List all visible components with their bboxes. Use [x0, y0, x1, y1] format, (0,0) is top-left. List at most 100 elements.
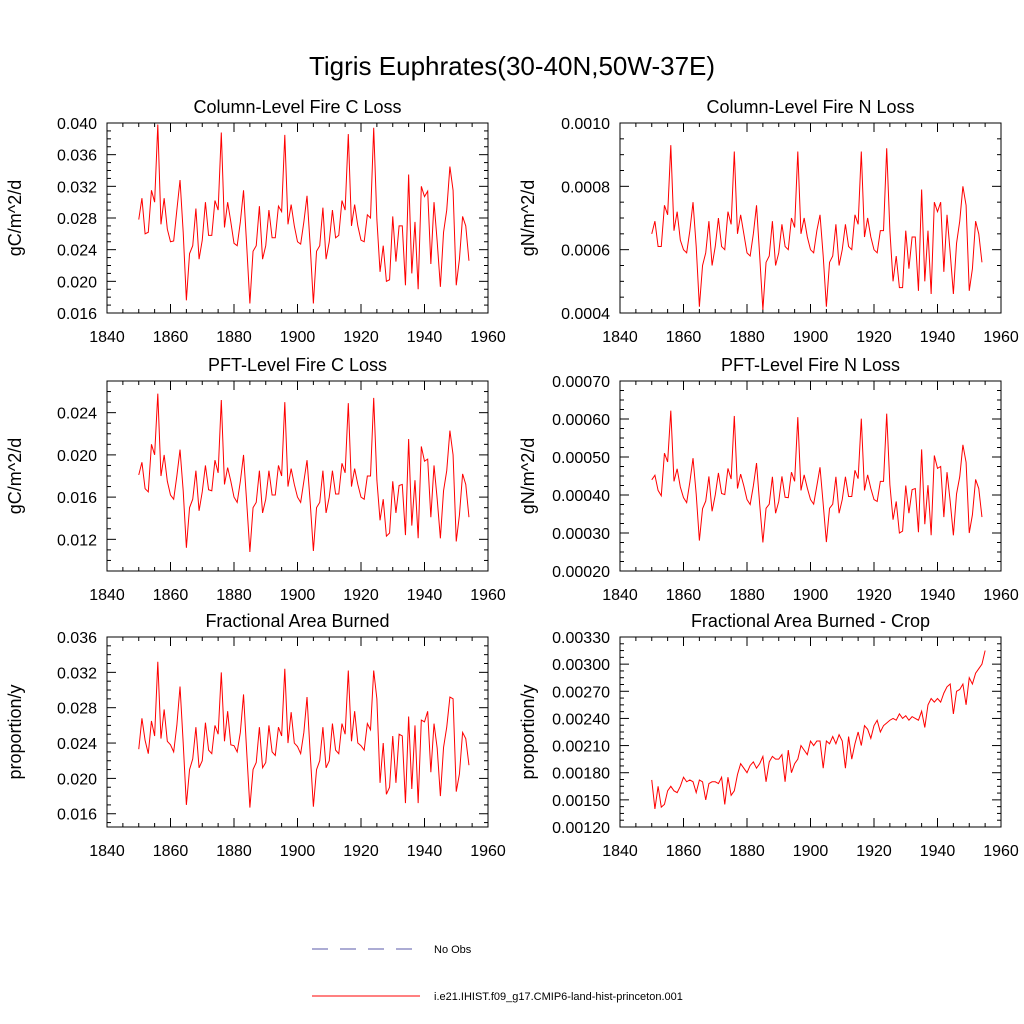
- y-tick-label: 0.036: [57, 630, 97, 647]
- panel-1-ylabel: gC/m^2/d: [5, 180, 25, 256]
- panel-6: Fractional Area Burned - Crop proportion/…: [518, 611, 1019, 860]
- panel-5-series-line: [138, 661, 470, 808]
- x-tick-label: 1900: [793, 329, 829, 346]
- x-tick-label: 1960: [470, 587, 506, 604]
- panel-6-series-line: [651, 650, 986, 809]
- y-tick-label: 0.00060: [552, 412, 610, 429]
- x-tick-label: 1860: [153, 329, 189, 346]
- x-tick-label: 1940: [920, 587, 956, 604]
- panel-5-ylabel: proportion/y: [5, 684, 25, 779]
- panel-6-ylabel: proportion/y: [518, 684, 538, 779]
- y-tick-label: 0.0006: [561, 243, 610, 260]
- x-tick-label: 1840: [602, 843, 638, 860]
- panel-1: Column-Level Fire C Loss gC/m^2/d 1840 1860…: [5, 97, 506, 346]
- x-tick-label: 1840: [89, 587, 125, 604]
- x-tick-label: 1920: [343, 843, 379, 860]
- y-tick-label: 0.00040: [552, 488, 610, 505]
- panel-4: PFT-Level Fire N Loss gN/m^2/d 1840 1860 188…: [518, 355, 1019, 604]
- x-tick-label: 1860: [666, 329, 702, 346]
- y-tick-label: 0.024: [57, 736, 97, 753]
- y-tick-label: 0.024: [57, 243, 97, 260]
- x-tick-label: 1940: [407, 587, 443, 604]
- x-tick-label: 1960: [983, 843, 1019, 860]
- y-tick-label: 0.00150: [552, 793, 610, 810]
- y-tick-label: 0.00300: [552, 657, 610, 674]
- x-tick-label: 1940: [920, 843, 956, 860]
- y-tick-label: 0.028: [57, 701, 97, 718]
- panel-6-title: Fractional Area Burned - Crop: [691, 611, 930, 631]
- legend-run-label: i.e21.IHIST.f09_g17.CMIP6-land-hist-prin…: [434, 991, 683, 1003]
- y-tick-label: 0.016: [57, 306, 97, 323]
- y-tick-label: 0.00180: [552, 766, 610, 783]
- x-tick-label: 1920: [856, 587, 892, 604]
- x-tick-label: 1860: [153, 587, 189, 604]
- legend-no-obs-label: No Obs: [434, 944, 472, 956]
- y-tick-label: 0.00020: [552, 564, 610, 581]
- panel-5: Fractional Area Burned proportion/y 1840 18…: [5, 611, 506, 860]
- x-tick-label: 1840: [89, 329, 125, 346]
- x-tick-label: 1960: [983, 587, 1019, 604]
- x-tick-label: 1860: [666, 587, 702, 604]
- panel-4-title: PFT-Level Fire N Loss: [721, 355, 900, 375]
- y-tick-label: 0.024: [57, 406, 97, 423]
- panel-4-ylabel: gN/m^2/d: [518, 438, 538, 514]
- x-tick-label: 1900: [793, 843, 829, 860]
- x-tick-label: 1960: [983, 329, 1019, 346]
- panel-5-title: Fractional Area Burned: [205, 611, 389, 631]
- y-tick-label: 0.00330: [552, 630, 610, 647]
- x-tick-label: 1840: [89, 843, 125, 860]
- panel-3: PFT-Level Fire C Loss gC/m^2/d 1840 1860 188…: [5, 355, 506, 604]
- x-tick-label: 1920: [343, 329, 379, 346]
- panel-2-ylabel: gN/m^2/d: [518, 180, 538, 256]
- main-title: Tigris Euphrates(30-40N,50W-37E): [309, 51, 715, 81]
- y-tick-label: 0.032: [57, 179, 97, 196]
- panel-3-frame: [106, 380, 489, 572]
- y-tick-label: 0.00210: [552, 739, 610, 756]
- x-tick-label: 1900: [280, 329, 316, 346]
- panel-1-title: Column-Level Fire C Loss: [193, 97, 401, 117]
- x-tick-label: 1880: [729, 587, 765, 604]
- y-tick-label: 0.016: [57, 490, 97, 507]
- y-tick-label: 0.00050: [552, 450, 610, 467]
- panel-4-frame: [619, 380, 1002, 572]
- x-tick-label: 1880: [729, 329, 765, 346]
- panel-6-frame: [619, 636, 1002, 828]
- panel-3-title: PFT-Level Fire C Loss: [208, 355, 387, 375]
- panel-2: Column-Level Fire N Loss gN/m^2/d 1840 1860…: [518, 97, 1019, 346]
- y-tick-label: 0.032: [57, 665, 97, 682]
- x-tick-label: 1940: [920, 329, 956, 346]
- x-tick-label: 1920: [856, 329, 892, 346]
- y-tick-label: 0.00030: [552, 526, 610, 543]
- x-tick-label: 1940: [407, 329, 443, 346]
- y-tick-label: 0.012: [57, 532, 97, 549]
- x-tick-label: 1860: [153, 843, 189, 860]
- x-tick-label: 1960: [470, 843, 506, 860]
- y-tick-label: 0.028: [57, 211, 97, 228]
- panel-1-frame: [106, 122, 489, 314]
- x-tick-label: 1900: [280, 843, 316, 860]
- y-tick-label: 0.020: [57, 274, 97, 291]
- y-tick-label: 0.00240: [552, 711, 610, 728]
- x-tick-label: 1860: [666, 843, 702, 860]
- panel-2-title: Column-Level Fire N Loss: [706, 97, 914, 117]
- panel-4-series-line: [651, 410, 983, 543]
- legend: No Obs i.e21.IHIST.f09_g17.CMIP6-land-hi…: [312, 944, 683, 1003]
- panel-1-series-line: [138, 124, 470, 304]
- y-tick-label: 0.0008: [561, 179, 610, 196]
- y-tick-label: 0.00120: [552, 820, 610, 837]
- y-tick-label: 0.020: [57, 448, 97, 465]
- x-tick-label: 1900: [280, 587, 316, 604]
- x-tick-label: 1840: [602, 329, 638, 346]
- x-tick-label: 1840: [602, 587, 638, 604]
- x-tick-label: 1960: [470, 329, 506, 346]
- x-tick-label: 1880: [216, 587, 252, 604]
- panel-2-frame: [619, 122, 1002, 314]
- x-tick-label: 1920: [856, 843, 892, 860]
- panel-5-frame: [106, 636, 489, 828]
- panel-2-series-line: [651, 145, 983, 310]
- y-tick-label: 0.016: [57, 807, 97, 824]
- y-tick-label: 0.00270: [552, 684, 610, 701]
- x-tick-label: 1880: [729, 843, 765, 860]
- x-tick-label: 1940: [407, 843, 443, 860]
